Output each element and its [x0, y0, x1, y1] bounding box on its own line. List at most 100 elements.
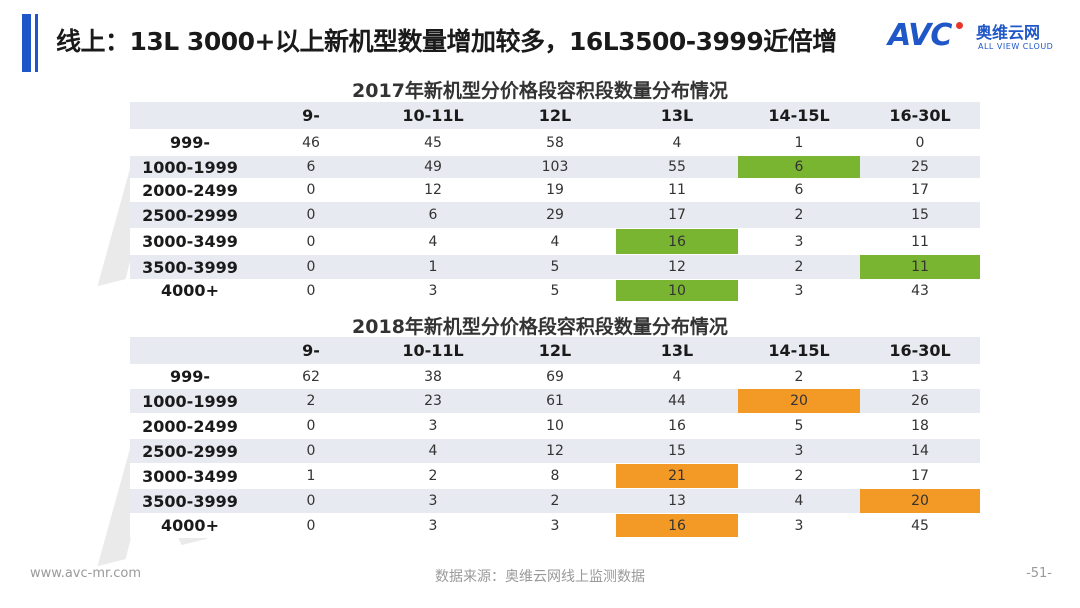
table-cell: 2 [494, 489, 616, 514]
logo-dot-icon [956, 22, 963, 29]
highlighted-cell: 20 [738, 389, 860, 414]
row-label: 2000-2499 [130, 414, 250, 439]
table-cell: 12 [372, 179, 494, 202]
table-cell: 4 [616, 365, 738, 389]
row-label: 2500-2999 [130, 439, 250, 464]
table-cell: 46 [250, 130, 372, 156]
table-cell: 4 [616, 130, 738, 156]
table-cell: 0 [250, 202, 372, 229]
table-cell: 1 [738, 130, 860, 156]
table-2017: 9- 10-11L 12L 13L 14-15L 16-30L 999- 46 45 58 4 1 0 1… [130, 102, 980, 302]
table-cell: 14 [860, 439, 980, 464]
table-cell: 12 [616, 255, 738, 280]
table-cell: 4 [494, 229, 616, 255]
table-cell: 1 [250, 464, 372, 489]
column-header: 16-30L [860, 102, 980, 130]
title-accent-bar-thin [35, 14, 38, 72]
page-title: 线上：13L 3000+以上新机型数量增加较多，16L3500-3999近倍增 [56, 27, 837, 56]
footer-page-number: -51- [1026, 566, 1052, 581]
table-cell: 26 [860, 389, 980, 414]
table-2018: 9- 10-11L 12L 13L 14-15L 16-30L 999- 62 38 69 4 2 13… [130, 337, 980, 538]
table-cell: 3 [372, 414, 494, 439]
table-cell: 19 [494, 179, 616, 202]
logo-english-name: ALL VIEW CLOUD [978, 42, 1054, 51]
highlighted-cell: 20 [860, 489, 980, 514]
row-label: 3000-3499 [130, 229, 250, 255]
column-header: 12L [494, 337, 616, 365]
logo-chinese-name: 奥维云网 [976, 23, 1041, 42]
table-cell: 8 [494, 464, 616, 489]
table-2018-title: 2018年新机型分价格段容积段数量分布情况 [352, 316, 728, 338]
table-cell: 2 [250, 389, 372, 414]
table-cell: 5 [494, 280, 616, 302]
table-cell: 11 [616, 179, 738, 202]
footer-source: 数据来源：奥维云网线上监测数据 [435, 569, 645, 585]
table-cell: 45 [860, 514, 980, 538]
table-cell: 29 [494, 202, 616, 229]
header-corner [130, 337, 250, 365]
table-cell: 43 [860, 280, 980, 302]
table-cell: 11 [860, 229, 980, 255]
row-label: 2500-2999 [130, 202, 250, 229]
column-header: 13L [616, 337, 738, 365]
table-cell: 6 [738, 179, 860, 202]
table-cell: 69 [494, 365, 616, 389]
table-cell: 49 [372, 156, 494, 179]
table-cell: 13 [616, 489, 738, 514]
table-cell: 23 [372, 389, 494, 414]
highlighted-cell: 11 [860, 255, 980, 280]
table-cell: 0 [250, 414, 372, 439]
table-cell: 0 [250, 255, 372, 280]
table-cell: 3 [372, 514, 494, 538]
highlighted-cell: 16 [616, 229, 738, 255]
table-cell: 3 [738, 229, 860, 255]
table-cell: 18 [860, 414, 980, 439]
table-cell: 2 [372, 464, 494, 489]
table-cell: 2 [738, 202, 860, 229]
table-cell: 103 [494, 156, 616, 179]
row-label: 999- [130, 365, 250, 389]
table-cell: 0 [250, 280, 372, 302]
table-cell: 15 [860, 202, 980, 229]
table-cell: 58 [494, 130, 616, 156]
table-cell: 17 [860, 464, 980, 489]
table-cell: 3 [738, 439, 860, 464]
row-label: 3000-3499 [130, 464, 250, 489]
table-2017-title: 2017年新机型分价格段容积段数量分布情况 [352, 80, 728, 102]
table-cell: 2 [738, 255, 860, 280]
highlighted-cell: 6 [738, 156, 860, 179]
table-cell: 25 [860, 156, 980, 179]
table-cell: 5 [494, 255, 616, 280]
table-cell: 12 [494, 439, 616, 464]
table-cell: 13 [860, 365, 980, 389]
column-header: 9- [250, 337, 372, 365]
column-header: 9- [250, 102, 372, 130]
table-cell: 15 [616, 439, 738, 464]
table-cell: 44 [616, 389, 738, 414]
column-header: 10-11L [372, 102, 494, 130]
avc-logo: AVC 奥维云网 ALL VIEW CLOUD [888, 18, 1063, 62]
table-cell: 6 [250, 156, 372, 179]
column-header: 10-11L [372, 337, 494, 365]
table-cell: 4 [372, 439, 494, 464]
table-cell: 17 [860, 179, 980, 202]
row-label: 1000-1999 [130, 389, 250, 414]
table-cell: 38 [372, 365, 494, 389]
table-cell: 3 [738, 514, 860, 538]
table-cell: 3 [372, 280, 494, 302]
table-cell: 4 [738, 489, 860, 514]
column-header: 14-15L [738, 337, 860, 365]
row-label: 1000-1999 [130, 156, 250, 179]
row-label: 3500-3999 [130, 489, 250, 514]
table-cell: 3 [372, 489, 494, 514]
highlighted-cell: 21 [616, 464, 738, 489]
table-cell: 10 [494, 414, 616, 439]
table-cell: 61 [494, 389, 616, 414]
table-cell: 1 [372, 255, 494, 280]
footer-website: www.avc-mr.com [30, 566, 142, 581]
column-header: 12L [494, 102, 616, 130]
table-cell: 0 [860, 130, 980, 156]
table-cell: 5 [738, 414, 860, 439]
table-cell: 62 [250, 365, 372, 389]
title-accent-bar [22, 14, 31, 72]
